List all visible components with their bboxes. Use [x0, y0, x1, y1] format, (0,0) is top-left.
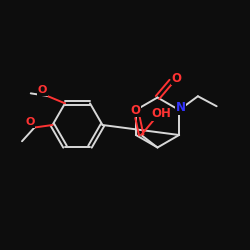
Text: O: O: [172, 72, 182, 85]
Text: N: N: [176, 101, 186, 114]
Text: O: O: [38, 85, 47, 95]
Text: OH: OH: [151, 107, 171, 120]
Text: O: O: [25, 118, 35, 128]
Text: O: O: [130, 104, 140, 117]
